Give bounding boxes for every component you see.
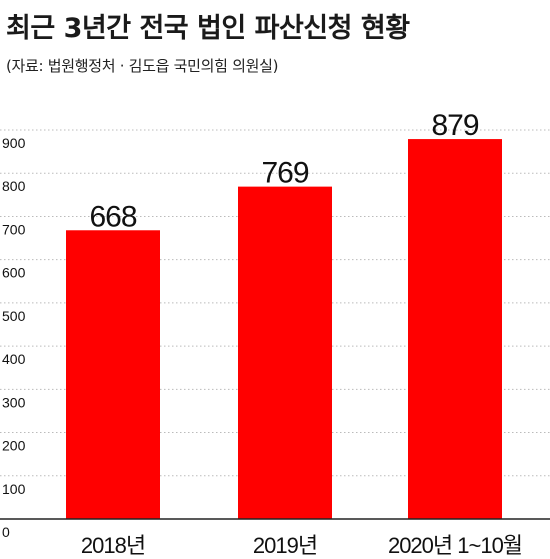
y-tick-label: 0 [2,524,10,540]
y-tick-label: 300 [2,394,26,410]
data-labels: 668 769 879 [89,109,479,233]
bar [238,186,332,520]
y-tick-label: 200 [2,438,26,454]
x-tick-label: 2018년 [81,533,145,558]
x-tick-label: 2019년 [253,533,317,558]
y-tick-label: 700 [2,221,26,237]
chart-source: (자료: 법원행정처 · 김도읍 국민의힘 의원실) [6,57,279,75]
y-tick-label: 500 [2,308,26,324]
x-tick-label: 2020년 1~10월 [388,533,522,558]
bar [408,139,502,519]
y-tick-label: 900 [2,135,26,151]
data-label: 879 [431,109,478,142]
data-label: 668 [89,200,136,233]
chart-title: 최근 3년간 전국 법인 파산신청 현황 [6,13,410,44]
y-tick-label: 800 [2,178,26,194]
y-axis-ticks: 0 100 200 300 400 500 600 700 800 900 [2,135,26,540]
bar [66,230,160,519]
x-axis-ticks: 2018년 2019년 2020년 1~10월 [81,533,523,558]
data-label: 769 [261,157,308,190]
y-tick-label: 400 [2,351,26,367]
bars [66,139,502,520]
y-tick-label: 100 [2,481,26,497]
y-tick-label: 600 [2,265,26,281]
